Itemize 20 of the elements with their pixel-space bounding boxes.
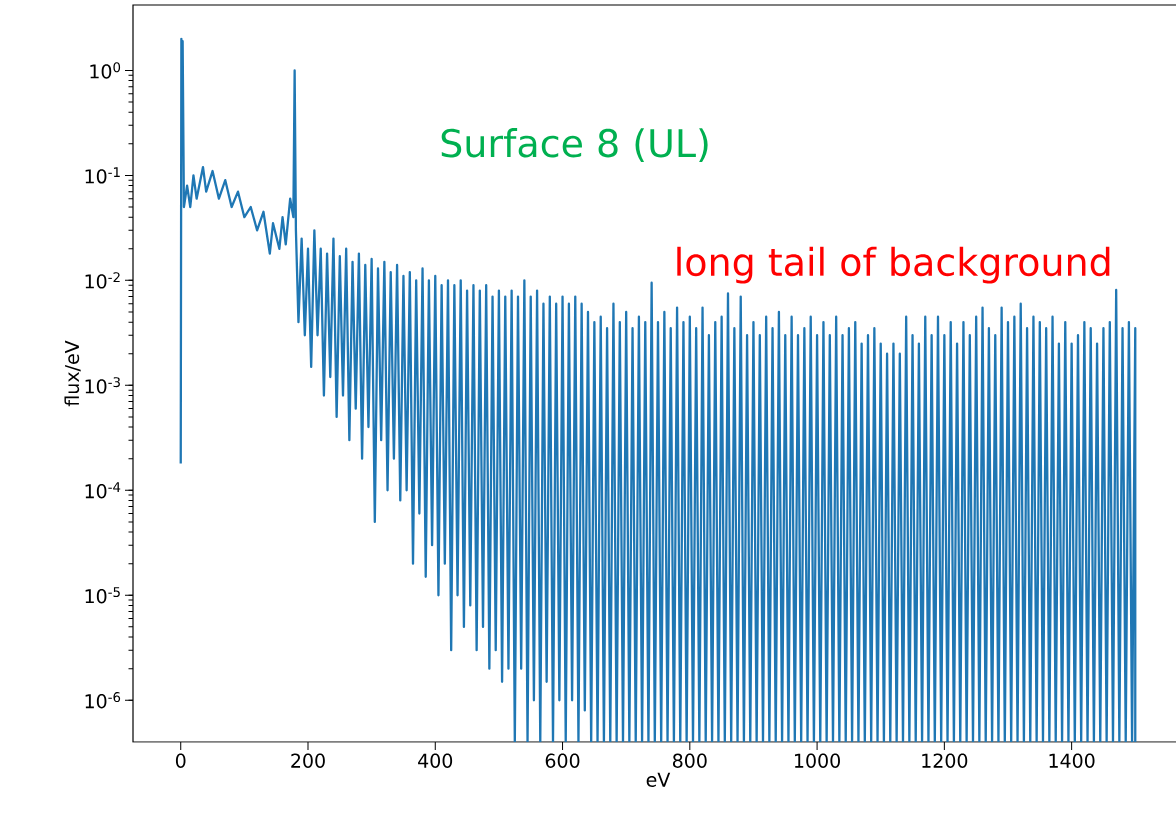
y-tick-label: 10$^{0}$ bbox=[90, 62, 121, 79]
x-tick-label: 800 bbox=[672, 753, 707, 768]
x-tick-label: 0 bbox=[175, 753, 186, 768]
annotation: long tail of background bbox=[677, 246, 1110, 284]
x-axis-title: eV bbox=[646, 772, 671, 787]
y-axis-title: flux/eV bbox=[64, 340, 81, 407]
y-tick-label: 10$^{-2}$ bbox=[85, 272, 120, 289]
annotation: Surface 8 (UL) bbox=[441, 128, 708, 162]
x-tick-label: 1000 bbox=[794, 753, 840, 768]
y-tick-label: 10$^{-4}$ bbox=[85, 482, 121, 499]
x-tick-label: 200 bbox=[291, 753, 325, 768]
y-tick-label: 10$^{-6}$ bbox=[85, 692, 121, 709]
x-tick-label: 400 bbox=[418, 753, 453, 768]
line-series bbox=[179, 37, 1137, 743]
y-tick-label: 10$^{-1}$ bbox=[85, 167, 120, 184]
x-tick-label: 1400 bbox=[1049, 753, 1095, 768]
x-tick-label: 1200 bbox=[922, 753, 968, 768]
y-tick-label: 10$^{-5}$ bbox=[85, 587, 120, 604]
x-tick-label: 600 bbox=[545, 753, 580, 768]
y-tick-label: 10$^{-3}$ bbox=[85, 377, 120, 394]
